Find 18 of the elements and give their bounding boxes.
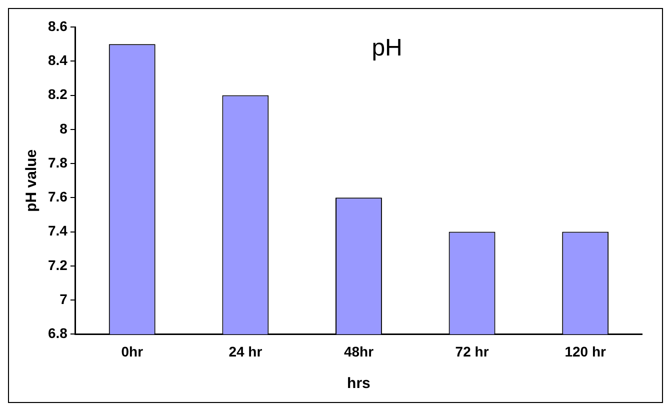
y-tick-label: 8.6: [48, 18, 68, 34]
y-tick-label: 7.2: [48, 256, 68, 273]
x-axis-title: hrs: [347, 375, 370, 392]
y-tick-label: 7: [60, 290, 68, 307]
x-tick-label: 0hr: [121, 343, 144, 360]
y-axis-title: pH value: [23, 149, 40, 212]
y-tick-label: 8: [60, 120, 68, 136]
y-tick-label: 6.8: [48, 325, 68, 342]
chart-title: pH: [372, 34, 402, 62]
x-tick-label: 72 hr: [455, 343, 490, 360]
x-tick-label: 120 hr: [564, 343, 607, 360]
y-tick-label: 8.2: [48, 86, 68, 102]
y-tick-label: 7.4: [48, 222, 68, 239]
y-tick-label: 7.8: [48, 154, 68, 170]
x-tick-label: 48hr: [344, 343, 374, 360]
y-tick-label: 7.6: [48, 188, 68, 205]
x-tick-label: 24 hr: [228, 343, 263, 360]
y-tick-label: 8.4: [48, 52, 68, 68]
